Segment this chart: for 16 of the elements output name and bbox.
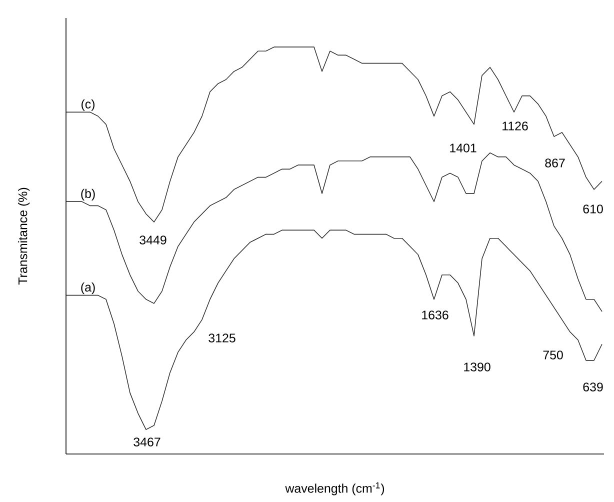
series-label: (b) [81, 188, 95, 200]
annotation: 1126 [502, 122, 528, 130]
series-label: (a) [81, 282, 95, 294]
annotation: 639 [583, 382, 603, 392]
series-label: (c) [82, 99, 94, 111]
y-axis-title: Transmitance (%) [18, 188, 30, 285]
annotation: 867 [545, 158, 565, 168]
x-axis-title: wavelength (cm$^{-1}$) [285, 482, 384, 496]
annotation: 1636 [422, 310, 448, 320]
annotation: 750 [543, 350, 563, 360]
annotation: 3449 [140, 236, 166, 244]
annotation: 1401 [450, 144, 476, 152]
annotation: 1390 [464, 362, 490, 372]
annotation: 3467 [134, 438, 160, 446]
annotation: 3125 [208, 334, 236, 342]
annotation: 610 [583, 204, 603, 214]
